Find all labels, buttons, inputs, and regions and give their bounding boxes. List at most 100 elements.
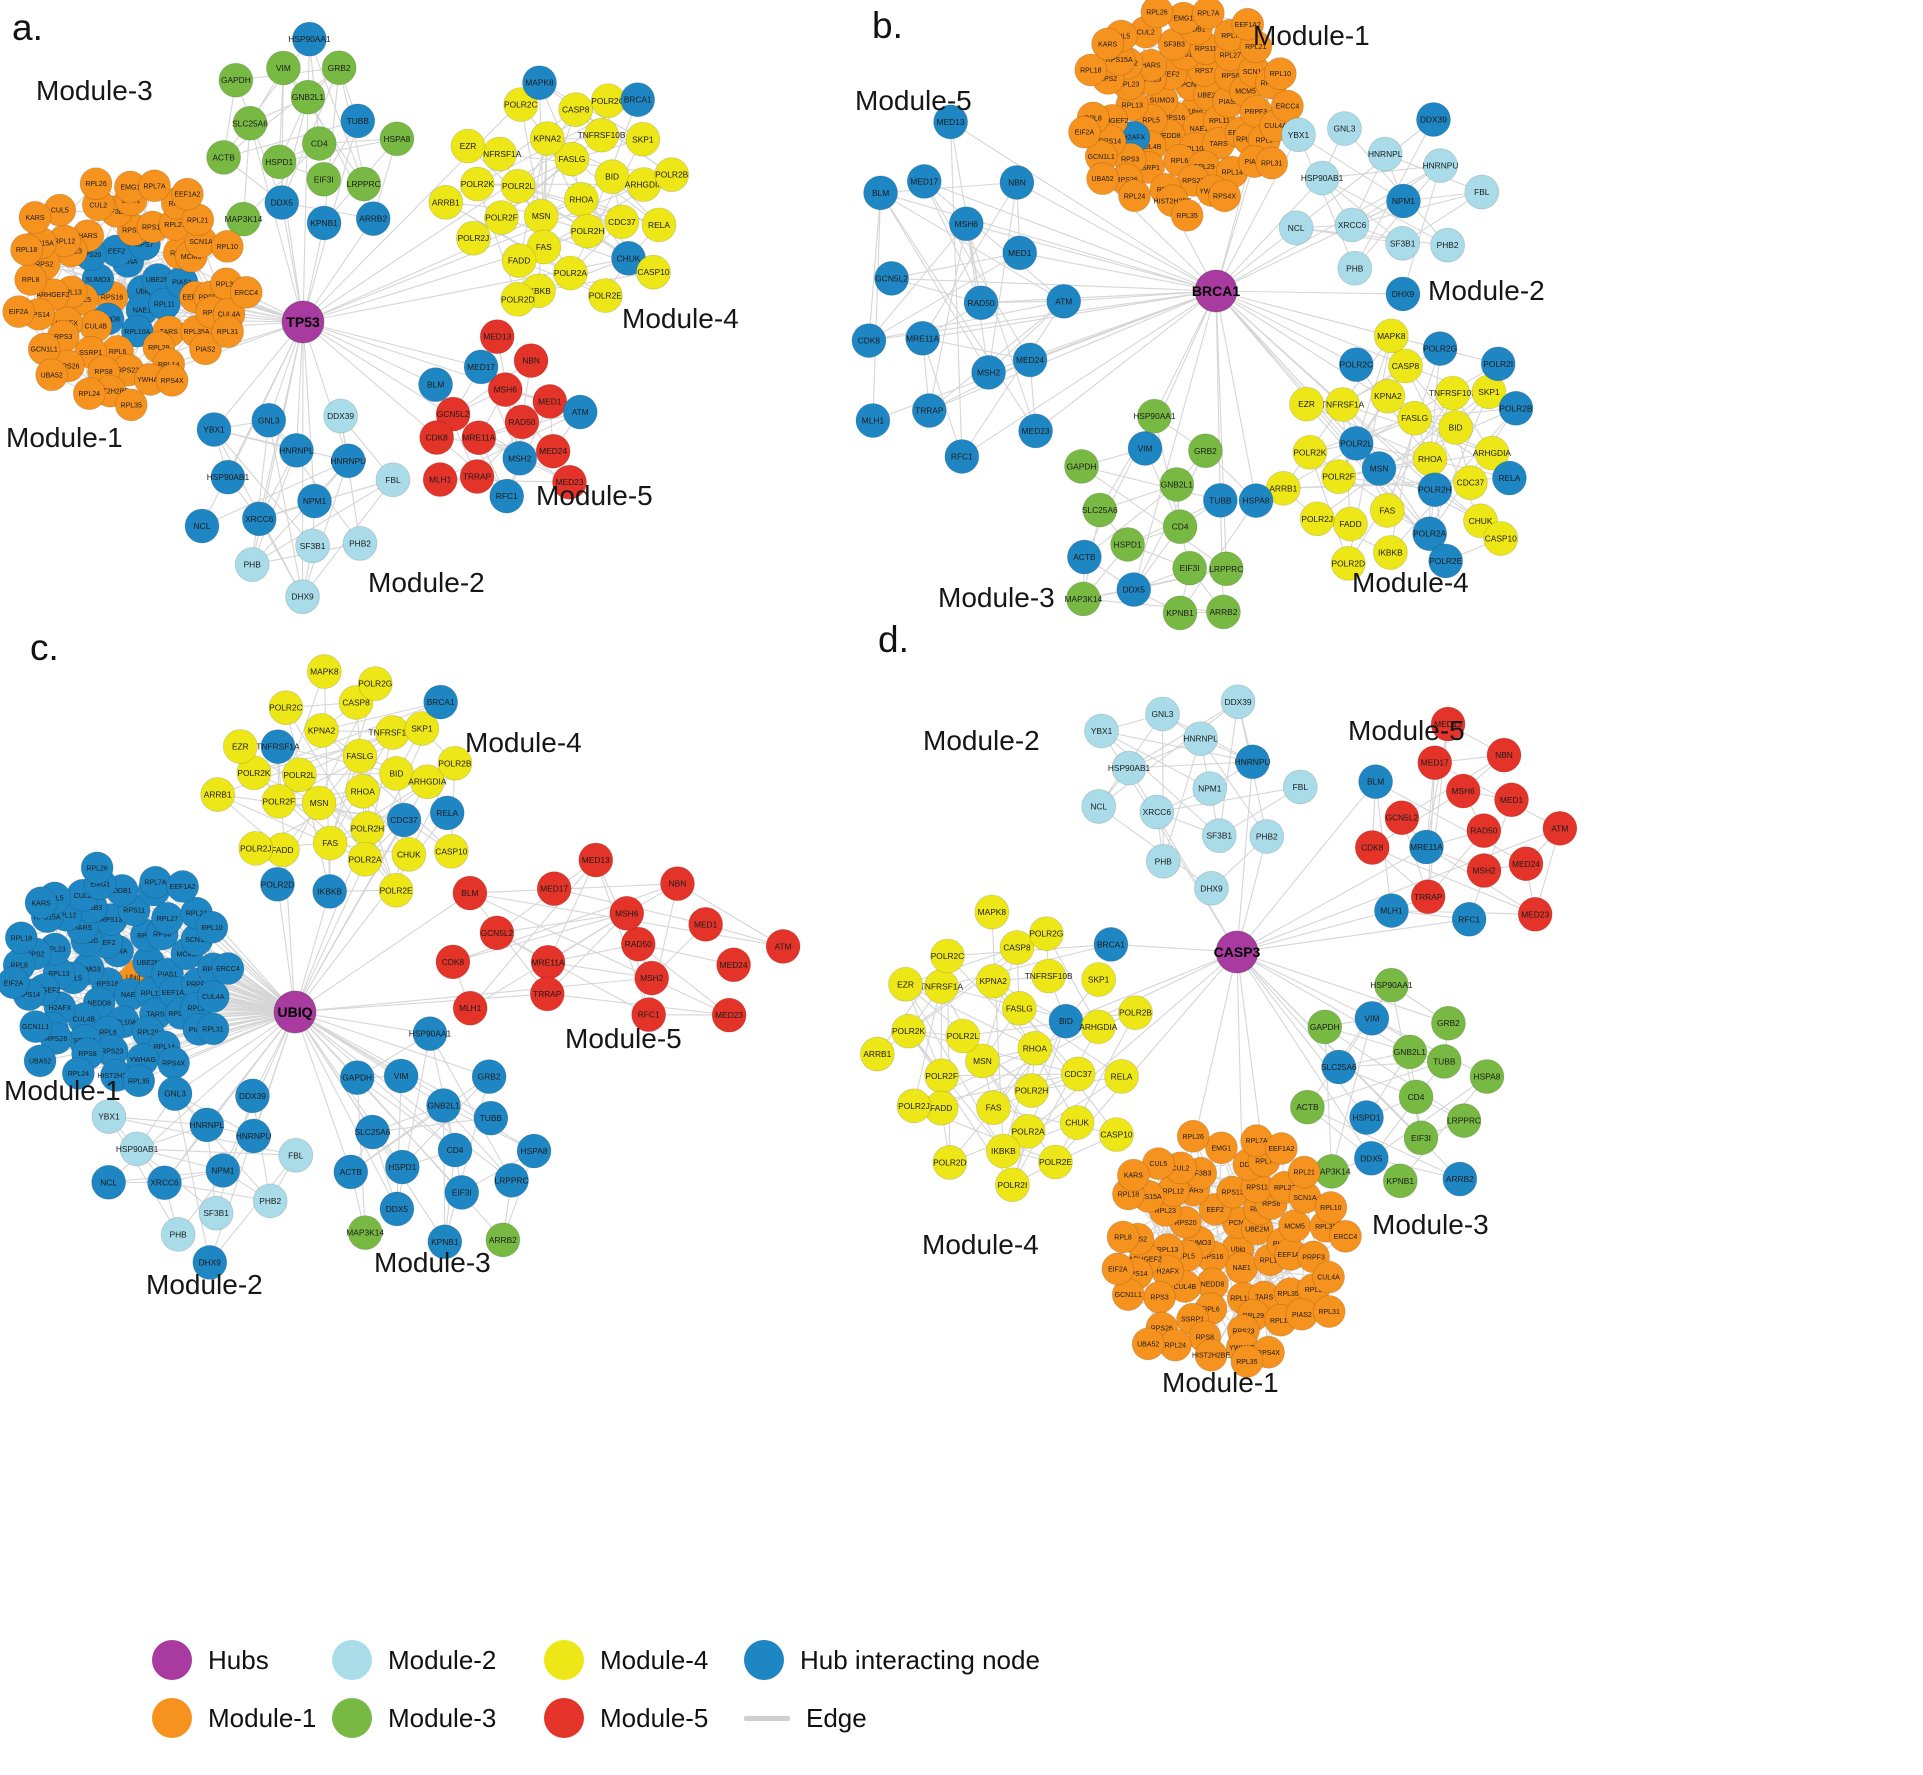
module-4-node xyxy=(306,654,342,689)
node-label: MSH6 xyxy=(615,908,639,918)
node-actb: ACTB xyxy=(333,1154,369,1190)
module-2-node xyxy=(1220,684,1256,720)
node-rfc1: RFC1 xyxy=(631,997,667,1033)
node-label: POLR2C xyxy=(504,100,538,110)
node-gnb2l1: GNB2L1 xyxy=(290,79,326,115)
node-label: FBL xyxy=(1293,782,1309,792)
node-label: EIF3I xyxy=(1180,563,1200,573)
node-msh6: MSH6 xyxy=(948,206,984,242)
node-rpl26: RPL26 xyxy=(1176,1119,1210,1153)
legend-label-module-4: Module-4 xyxy=(600,1644,709,1675)
node-label: SLC25A6 xyxy=(355,1127,391,1137)
node-ybx1: YBX1 xyxy=(91,1099,127,1134)
node-cul4a: CUL4A xyxy=(196,980,230,1013)
node-label: YBX1 xyxy=(1091,726,1113,736)
node-mlh1: MLH1 xyxy=(422,462,458,497)
node-rhoa: RHOA xyxy=(345,773,381,809)
node-fbl: FBL xyxy=(375,462,411,498)
node-label: ARHGEF2 xyxy=(1095,118,1128,125)
node-polr2j: POLR2J xyxy=(455,220,491,256)
node-polr2j: POLR2J xyxy=(1299,501,1335,537)
node-fas: FAS xyxy=(1369,493,1405,528)
module-1-node xyxy=(1068,115,1101,149)
node-ddx5: DDX5 xyxy=(264,185,300,220)
node-label: POLR2H xyxy=(1418,485,1452,495)
node-label: RPL14 xyxy=(1270,1318,1292,1325)
panel-2-module-4-label: Module-4 xyxy=(465,727,582,758)
node-label: MAP3K14 xyxy=(1313,1166,1351,1176)
node-label: CASP8 xyxy=(1003,943,1031,953)
panel-3-module-1-label: Module-1 xyxy=(1162,1367,1279,1398)
node-tubb: TUBB xyxy=(1202,482,1238,518)
node-grb2: GRB2 xyxy=(1431,1005,1466,1041)
node-polr2f: POLR2F xyxy=(924,1058,960,1094)
module-3-node xyxy=(301,126,337,161)
node-label: HSP90AA1 xyxy=(1133,411,1176,421)
node-label: ARRB2 xyxy=(489,1235,517,1245)
node-label: HIST2H2BE xyxy=(1154,198,1192,205)
module-4-node xyxy=(1373,318,1409,354)
module-4-node xyxy=(1081,962,1116,997)
module-5-node xyxy=(609,895,645,931)
node-label: RPL10A xyxy=(110,1019,136,1026)
module-4-node xyxy=(965,1043,1000,1079)
module-4-node xyxy=(1321,459,1357,495)
module-5-node xyxy=(1410,879,1446,915)
node-label: MCM5 xyxy=(1284,1223,1305,1230)
node-label: NPM1 xyxy=(303,496,327,506)
node-label: BLM xyxy=(461,888,478,898)
node-label: SUMO3 xyxy=(76,966,101,973)
panel-2-module-5-label: Module-5 xyxy=(565,1023,682,1054)
node-label: TARS xyxy=(146,1011,164,1018)
node-kars: KARS xyxy=(1116,1158,1150,1192)
module-5-node xyxy=(716,947,752,983)
module-2-node xyxy=(1145,696,1180,732)
node-arhgdia: ARHGDIA xyxy=(1079,1009,1118,1045)
hub-interacting-node xyxy=(1012,342,1048,378)
node-label: Ubiq xyxy=(1188,109,1203,116)
module-5-node xyxy=(452,875,488,911)
node-label: POLR2H xyxy=(351,823,385,833)
node-label: Ubiq xyxy=(126,975,141,982)
node-label: HSPD1 xyxy=(1353,1113,1381,1123)
node-label: HNRNPU xyxy=(236,1131,272,1141)
node-label: RPS4X xyxy=(162,1060,185,1067)
module-3-node xyxy=(1206,594,1241,630)
module-5-node xyxy=(1486,737,1522,773)
node-label: HNRNPL xyxy=(279,445,314,455)
module-3-node xyxy=(306,161,342,197)
module-4-node xyxy=(347,841,383,877)
hub-interacting-node xyxy=(444,1175,480,1210)
node-msh2: MSH2 xyxy=(1466,853,1502,888)
node-label: TRRAP xyxy=(915,406,944,416)
module-1-node xyxy=(1176,1119,1210,1153)
module-4-node xyxy=(1038,1144,1073,1180)
node-label: IKBKB xyxy=(1378,548,1403,558)
node-label: NCL xyxy=(194,521,211,531)
node-kpna2: KPNA2 xyxy=(1370,378,1406,414)
node-label: RFC1 xyxy=(638,1010,660,1020)
node-rpl10: RPL10 xyxy=(1263,57,1297,91)
node-label: RPL7A xyxy=(1246,1138,1269,1145)
node-hnrnpl: HNRNPL xyxy=(279,432,314,468)
node-rpl35: RPL35 xyxy=(1230,1345,1264,1378)
hub-casp3: CASP3 xyxy=(1214,930,1261,974)
panel-2-module-2-label: Module-2 xyxy=(146,1269,263,1300)
node-label: POLR2E xyxy=(380,885,413,895)
module-3-node xyxy=(346,166,382,202)
module-2-node xyxy=(160,1216,196,1252)
node-label: ARHGEF2 xyxy=(1129,1256,1162,1263)
module-3-node xyxy=(1208,551,1244,587)
node-label: RPL9 xyxy=(1256,138,1274,145)
node-label: MAPK8 xyxy=(310,667,339,677)
hub-interacting-node xyxy=(1349,1100,1384,1135)
hub-interacting-node xyxy=(235,1078,270,1114)
module-5-node xyxy=(688,906,724,942)
node-label: MED17 xyxy=(1421,758,1449,768)
node-eif3i: EIF3I xyxy=(306,161,342,197)
node-chuk: CHUK xyxy=(1059,1105,1095,1140)
node-label: ARRB2 xyxy=(359,214,387,224)
module-1-node xyxy=(189,332,222,366)
node-label: RAD50 xyxy=(1470,826,1497,836)
node-label: BRCA1 xyxy=(624,95,652,105)
